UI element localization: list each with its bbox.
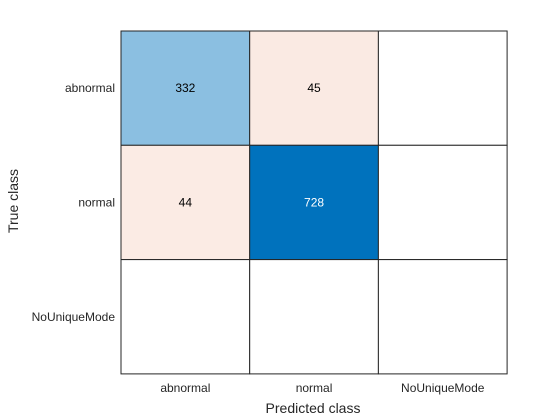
matrix-cell <box>249 144 379 261</box>
y-tick-label: normal <box>78 195 115 209</box>
cell-value-label: 45 <box>307 81 321 95</box>
x-tick-labels: abnormal normal NoUniqueMode <box>160 381 484 395</box>
y-tick-label: abnormal <box>65 81 115 95</box>
matrix-cell <box>377 30 508 146</box>
matrix-cell <box>377 144 508 261</box>
matrix-values: 332 45 44 728 <box>175 81 324 209</box>
matrix-cell <box>120 144 251 261</box>
cell-value-label: 44 <box>179 195 193 209</box>
y-axis-label: True class <box>5 169 21 233</box>
x-tick-label: normal <box>296 381 333 395</box>
matrix-cells <box>120 30 508 375</box>
matrix-cell <box>377 259 508 375</box>
x-axis-label: Predicted class <box>266 400 361 416</box>
matrix-cell <box>249 259 379 375</box>
x-tick-label: NoUniqueMode <box>401 381 485 395</box>
cell-value-label: 332 <box>175 81 195 95</box>
cell-value-label: 728 <box>304 195 324 209</box>
matrix-cell <box>249 30 379 146</box>
matrix-cell <box>120 30 251 146</box>
y-tick-label: NoUniqueMode <box>32 310 116 324</box>
x-tick-label: abnormal <box>160 381 210 395</box>
y-tick-labels: abnormal normal NoUniqueMode <box>32 81 116 324</box>
matrix-cell <box>120 259 251 375</box>
